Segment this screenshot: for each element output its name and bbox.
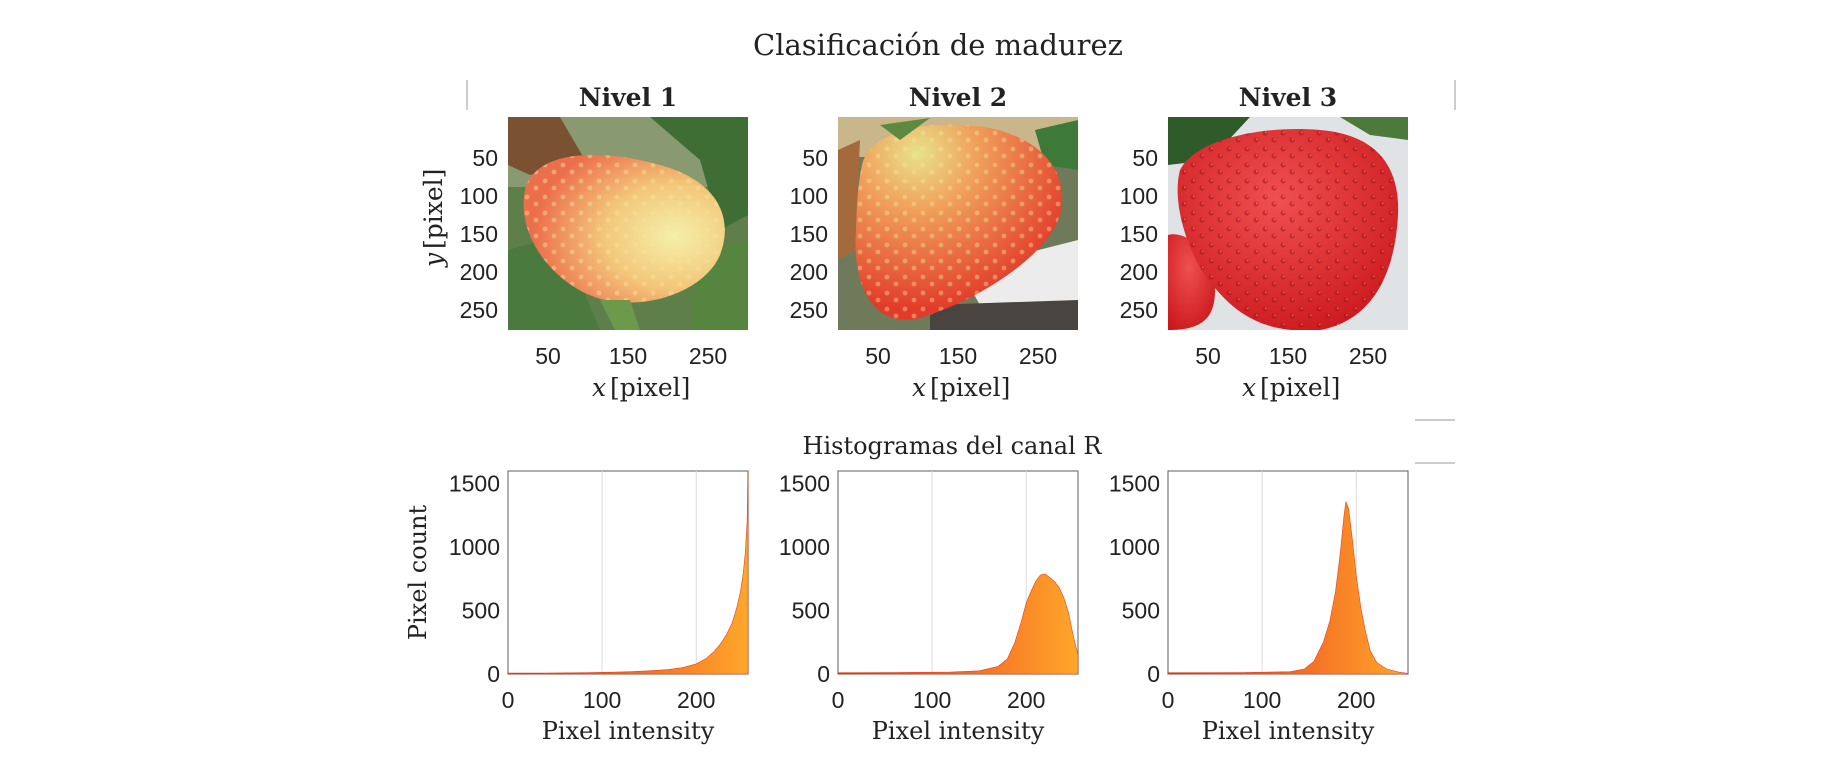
x-tick-label: 250 xyxy=(1019,343,1057,369)
image-panel-title: Nivel 2 xyxy=(909,83,1007,112)
y-tick-label: 1000 xyxy=(779,534,830,560)
image-panel-3: Nivel 3 xyxy=(1168,83,1408,330)
image-x-axis-label: x [pixel] x [pixel] x [pixel] xyxy=(592,373,1340,402)
y-tick-label: 100 xyxy=(790,183,828,209)
x-tick-label: 250 xyxy=(1349,343,1387,369)
x-axis-label: Pixel intensity xyxy=(872,717,1045,745)
y-tick-label: 250 xyxy=(1120,297,1158,323)
y-tick-label: 50 xyxy=(472,145,498,171)
x-axis-unit: [pixel] xyxy=(930,373,1010,402)
x-axis-unit: [pixel] xyxy=(610,373,690,402)
x-tick-label: 150 xyxy=(609,343,647,369)
histogram-panel-3: 0 500 1000 1500 0 100 200 Pixel intensity xyxy=(1109,470,1409,745)
x-tick-label: 50 xyxy=(1195,343,1221,369)
x-tick-label: 50 xyxy=(865,343,891,369)
image-panel-1: Nivel 1 xyxy=(508,83,748,330)
y-tick-label: 0 xyxy=(1147,661,1160,687)
y-tick-label: 100 xyxy=(1120,183,1158,209)
histogram-panel-2: 0 500 1000 1500 0 100 200 Pixel intensity xyxy=(779,470,1079,745)
y-tick-label: 1000 xyxy=(1109,534,1160,560)
strawberry-image-level-1 xyxy=(508,117,748,330)
x-tick-label: 200 xyxy=(677,687,715,713)
y-tick-label: 200 xyxy=(460,259,498,285)
y-axis-unit: [pixel] xyxy=(419,169,448,249)
x-tick-label: 0 xyxy=(1162,687,1175,713)
plot-area xyxy=(1167,470,1409,675)
y-tick-label: 150 xyxy=(1120,221,1158,247)
y-tick-label: 1500 xyxy=(779,471,830,497)
y-tick-label: 100 xyxy=(460,183,498,209)
y-tick-label: 50 xyxy=(1132,145,1158,171)
figure-title: Clasificación de madurez xyxy=(753,28,1123,62)
y-tick-label: 1000 xyxy=(449,534,500,560)
x-tick-label: 250 xyxy=(689,343,727,369)
x-tick-label: 150 xyxy=(939,343,977,369)
image-panel-title: Nivel 1 xyxy=(579,83,677,112)
y-axis-symbol: y xyxy=(419,252,448,268)
x-axis-symbol: x xyxy=(592,373,606,402)
y-tick-label: 1500 xyxy=(1109,471,1160,497)
plot-area xyxy=(507,470,749,675)
figure-subtitle: Histogramas del canal R xyxy=(803,432,1103,460)
y-tick-label: 200 xyxy=(1120,259,1158,285)
x-tick-label: 100 xyxy=(1243,687,1281,713)
y-tick-label: 0 xyxy=(817,661,830,687)
strawberry-image-level-2 xyxy=(838,117,1078,330)
x-tick-label: 0 xyxy=(502,687,515,713)
y-tick-label: 500 xyxy=(462,598,500,624)
strawberry-image-level-3 xyxy=(1168,117,1408,330)
y-tick-label: 50 xyxy=(802,145,828,171)
histogram-panel-1: 0 500 1000 1500 0 100 200 Pixel intensity Pixel … xyxy=(404,470,749,745)
y-tick-label: 200 xyxy=(790,259,828,285)
x-axis-symbol: x xyxy=(912,373,926,402)
x-tick-label: 0 xyxy=(832,687,845,713)
y-axis-label: Pixel count xyxy=(404,504,432,640)
image-panel-2: Nivel 2 xyxy=(838,83,1078,330)
y-tick-label: 250 xyxy=(790,297,828,323)
image-panel-title: Nivel 3 xyxy=(1239,83,1337,112)
y-tick-label: 150 xyxy=(460,221,498,247)
x-axis-symbol: x xyxy=(1242,373,1256,402)
y-tick-label: 250 xyxy=(460,297,498,323)
image-axis-labels: 50 100 150 200 250 50 100 150 200 250 50… xyxy=(419,145,1387,402)
histogram-area xyxy=(507,470,749,675)
x-tick-label: 200 xyxy=(1007,687,1045,713)
y-tick-label: 150 xyxy=(790,221,828,247)
histogram-area xyxy=(837,573,1079,675)
y-tick-label: 500 xyxy=(792,598,830,624)
x-tick-label: 200 xyxy=(1337,687,1375,713)
histogram-area xyxy=(1167,501,1409,675)
x-tick-label: 50 xyxy=(535,343,561,369)
x-tick-label: 150 xyxy=(1269,343,1307,369)
image-y-axis-label: y [pixel] xyxy=(419,169,448,268)
x-axis-label: Pixel intensity xyxy=(1202,717,1375,745)
x-tick-label: 100 xyxy=(913,687,951,713)
y-tick-label: 0 xyxy=(487,661,500,687)
x-axis-unit: [pixel] xyxy=(1260,373,1340,402)
x-axis-label: Pixel intensity xyxy=(542,717,715,745)
y-tick-label: 500 xyxy=(1122,598,1160,624)
y-tick-label: 1500 xyxy=(449,471,500,497)
x-tick-label: 100 xyxy=(583,687,621,713)
